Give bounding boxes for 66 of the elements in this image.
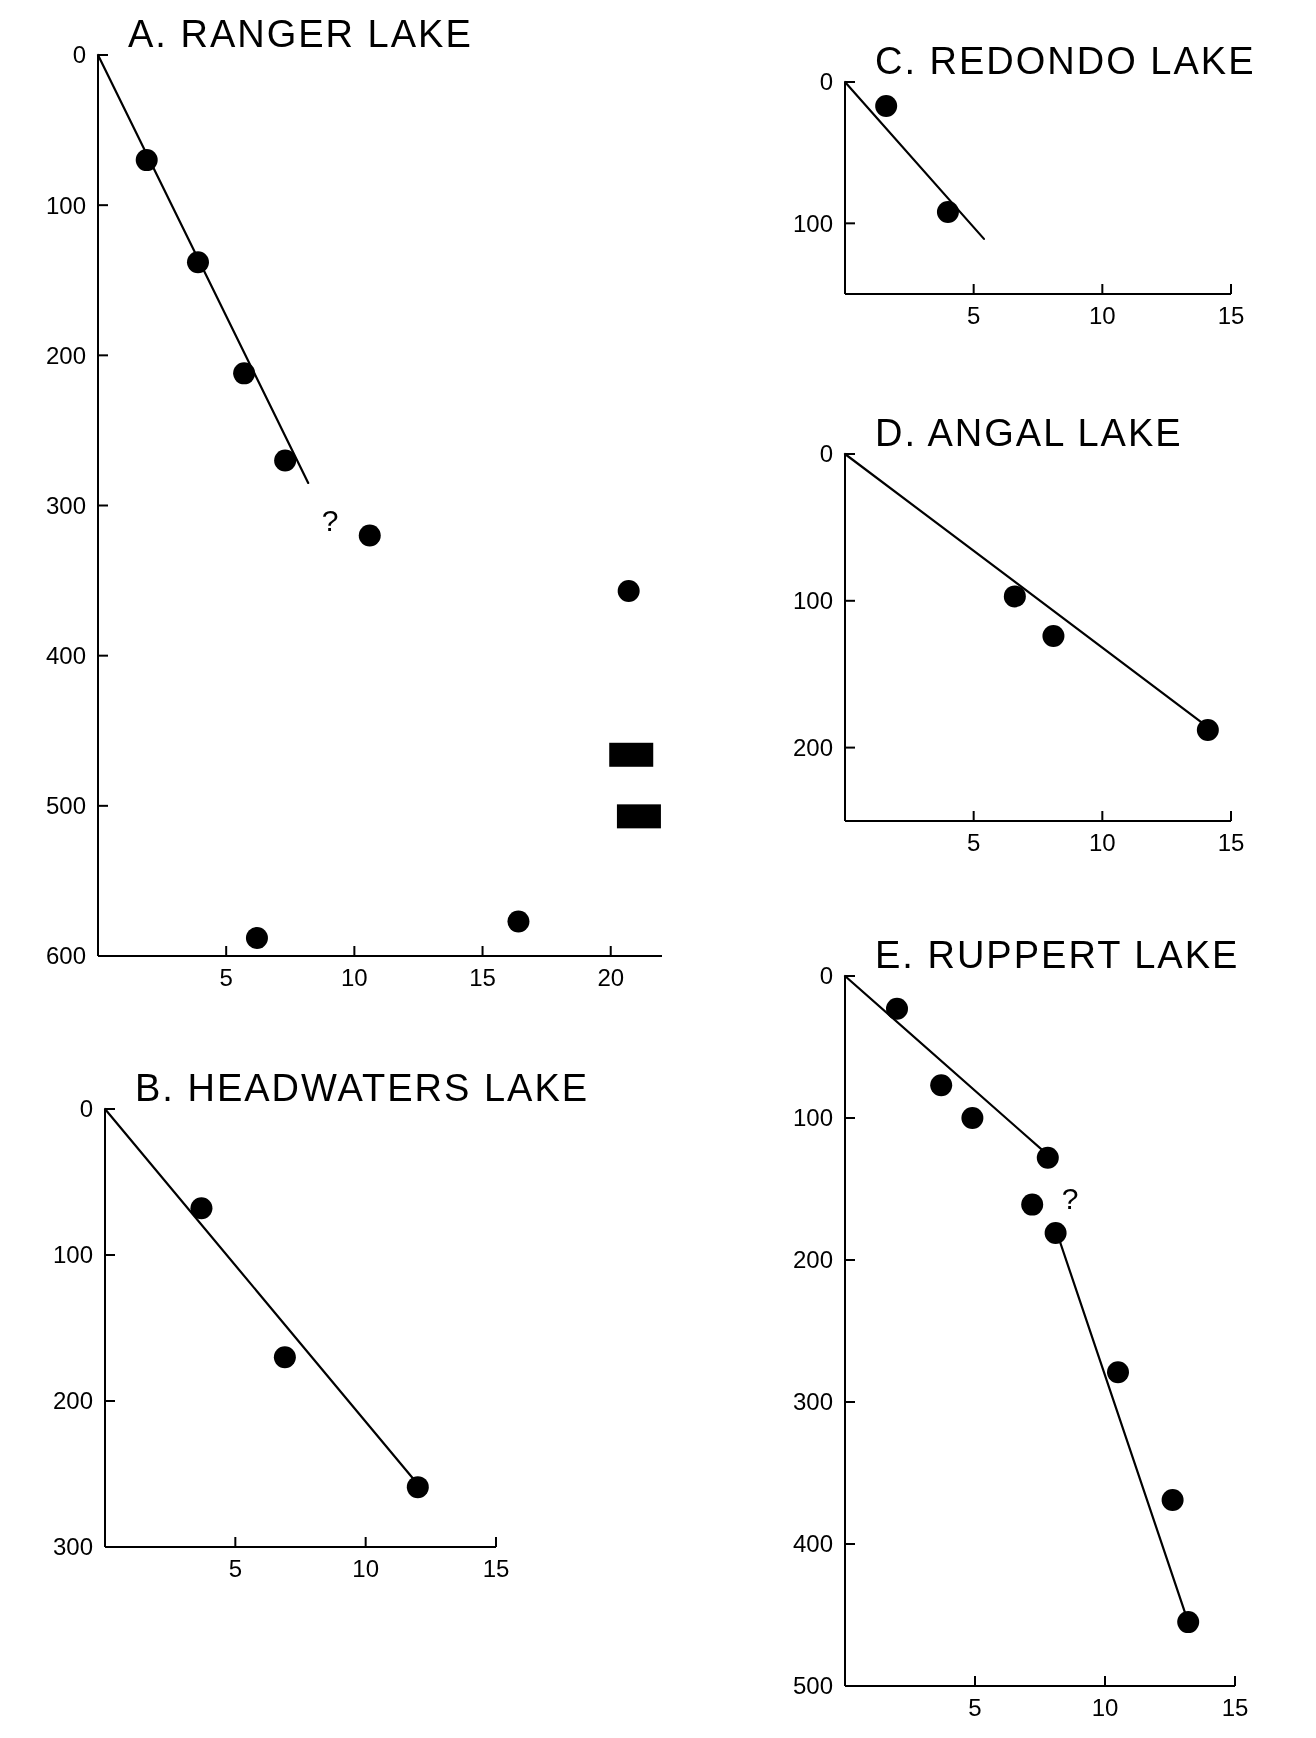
annotation: ? bbox=[321, 503, 339, 537]
point bbox=[1044, 1222, 1067, 1245]
y-tick-label: 0 bbox=[72, 41, 86, 69]
y-tick-label: 100 bbox=[52, 1241, 93, 1269]
y-tick-label: 100 bbox=[45, 191, 86, 219]
point bbox=[233, 362, 256, 385]
point bbox=[358, 524, 381, 547]
point bbox=[273, 1346, 296, 1369]
x-tick-label: 5 bbox=[968, 1694, 982, 1721]
x-tick-label: 10 bbox=[341, 964, 368, 991]
y-tick-label: 0 bbox=[819, 68, 833, 96]
point bbox=[1161, 1488, 1184, 1511]
chart-title: D. ANGAL LAKE bbox=[875, 412, 1183, 454]
x-tick-label: 10 bbox=[1088, 302, 1116, 329]
point bbox=[245, 926, 268, 949]
x-tick-label: 15 bbox=[1221, 1694, 1249, 1721]
point bbox=[1021, 1193, 1044, 1216]
x-tick-label: 20 bbox=[597, 964, 625, 991]
x-tick-label: 10 bbox=[1091, 1694, 1119, 1721]
point bbox=[406, 1476, 429, 1499]
point bbox=[961, 1107, 984, 1129]
y-tick-label: 100 bbox=[792, 209, 833, 237]
chart-title: E. RUPPERT LAKE bbox=[875, 934, 1240, 976]
chart-title: C. REDONDO LAKE bbox=[875, 40, 1256, 82]
point bbox=[1042, 625, 1065, 648]
chart-title: A. RANGER LAKE bbox=[128, 13, 473, 55]
point bbox=[930, 1074, 953, 1097]
y-tick-label: 0 bbox=[819, 962, 833, 990]
y-tick-label: 300 bbox=[792, 1388, 833, 1416]
x-tick-label: 5 bbox=[966, 302, 981, 329]
y-tick-label: 0 bbox=[79, 1095, 93, 1123]
y-tick-label: 200 bbox=[792, 1246, 833, 1274]
y-tick-label: 600 bbox=[45, 942, 86, 970]
point bbox=[1107, 1361, 1129, 1384]
point bbox=[886, 997, 908, 1020]
y-tick-label: 100 bbox=[792, 587, 833, 615]
chart-title: B. HEADWATERS LAKE bbox=[135, 1067, 590, 1109]
y-tick-label: 400 bbox=[45, 642, 86, 670]
x-tick-label: 15 bbox=[469, 964, 496, 991]
y-tick-label: 400 bbox=[792, 1530, 833, 1558]
annotation: ? bbox=[1061, 1181, 1079, 1215]
x-tick-label: 10 bbox=[352, 1555, 380, 1582]
x-tick-label: 15 bbox=[1217, 829, 1245, 856]
point bbox=[507, 910, 530, 933]
y-tick-label: 100 bbox=[792, 1104, 833, 1132]
y-tick-label: 200 bbox=[52, 1387, 93, 1415]
x-tick-label: 5 bbox=[228, 1555, 243, 1582]
y-tick-label: 200 bbox=[45, 341, 86, 369]
point bbox=[190, 1197, 213, 1220]
y-tick-label: 500 bbox=[45, 792, 86, 820]
y-tick-label: 500 bbox=[792, 1672, 833, 1700]
point bbox=[1036, 1146, 1059, 1169]
x-tick-label: 15 bbox=[1217, 302, 1245, 329]
point bbox=[617, 580, 640, 603]
point bbox=[274, 449, 297, 472]
point bbox=[1177, 1611, 1200, 1634]
y-tick-label: 300 bbox=[45, 491, 86, 519]
y-tick-label: 0 bbox=[819, 440, 833, 468]
x-tick-label: 10 bbox=[1088, 829, 1116, 856]
y-tick-label: 200 bbox=[792, 734, 833, 761]
point bbox=[1196, 718, 1219, 741]
x-tick-label: 5 bbox=[219, 964, 233, 991]
y-tick-label: 300 bbox=[52, 1533, 93, 1561]
point bbox=[1003, 585, 1026, 608]
x-tick-label: 5 bbox=[966, 829, 981, 856]
x-tick-label: 15 bbox=[482, 1555, 510, 1582]
